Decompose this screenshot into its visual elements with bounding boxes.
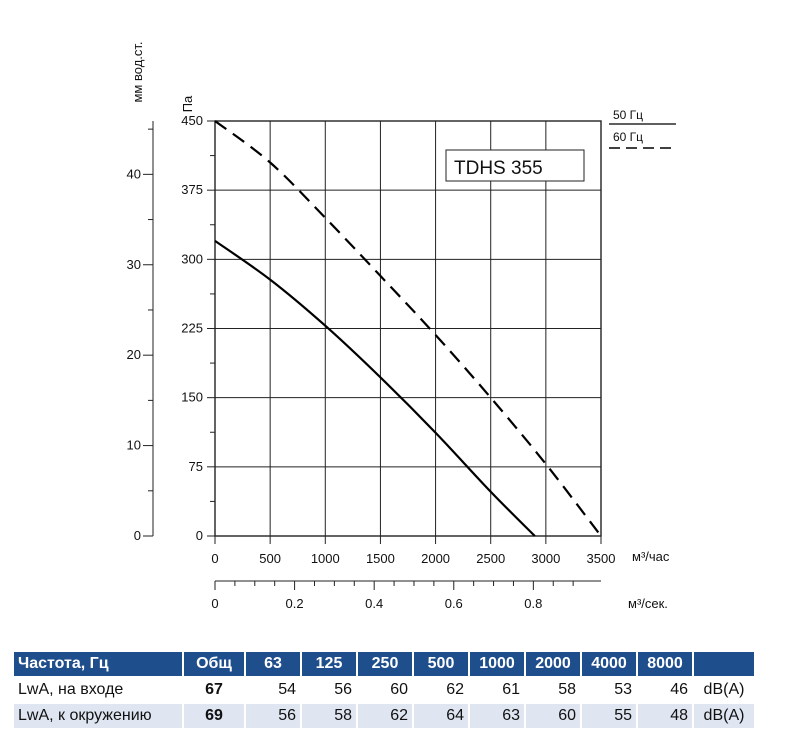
cell-125: 56 <box>334 681 352 698</box>
cell-2000: 58 <box>558 681 576 698</box>
model-label-box <box>445 149 585 182</box>
series-line-60hz <box>214 120 602 537</box>
fan-performance-chart: 0 75 150 225 300 375 450 0 10 20 30 40 0 500 1000 1500 2… <box>127 41 676 611</box>
x-tick-label: 1500 <box>366 551 395 566</box>
y2-tick-label: 40 <box>127 166 141 181</box>
noise-table: Частота, Гц Общ 63 125 250 500 1000 2000… <box>12 650 756 730</box>
table-row: LwA, к окружению 69 56 58 62 64 63 60 55… <box>14 704 754 728</box>
row-unit: dB(A) <box>694 704 754 728</box>
x-tick-label: 1000 <box>311 551 340 566</box>
y2-tick-label: 30 <box>127 257 141 272</box>
cell-250: 62 <box>358 704 412 728</box>
row-unit: dB(A) <box>703 681 745 698</box>
header-unit <box>694 652 754 676</box>
y2-axis-title: мм вод.ст. <box>130 41 145 102</box>
header-2000: 2000 <box>526 652 580 676</box>
model-label: TDHS 355 <box>454 158 543 179</box>
x-tick-label: 3000 <box>531 551 560 566</box>
y-axis-title: Па <box>180 95 195 112</box>
cell-125: 58 <box>302 704 356 728</box>
cell-500: 64 <box>414 704 468 728</box>
cell-4000: 55 <box>582 704 636 728</box>
cell-8000: 48 <box>638 704 692 728</box>
x-tick-label: 0 <box>211 551 218 566</box>
cell-63: 56 <box>246 704 300 728</box>
grid <box>214 120 602 537</box>
x2-tick-label: 0 <box>211 596 218 611</box>
cell-63: 54 <box>278 681 296 698</box>
header-63: 63 <box>246 652 300 676</box>
header-4000: 4000 <box>582 652 636 676</box>
header-total: Общ <box>184 652 244 676</box>
row-label: LwA, к окружению <box>14 704 182 728</box>
legend-label-60hz: 60 Гц <box>613 130 643 144</box>
y-tick-label: 150 <box>181 390 203 405</box>
x2-axis-title: м³/сек. <box>628 596 668 611</box>
y-tick-label: 225 <box>181 321 203 336</box>
table-row: LwA, на входе 67 54 56 60 62 61 58 53 46… <box>14 678 754 702</box>
x-tick-label: 3500 <box>587 551 616 566</box>
cell-1000: 63 <box>470 704 524 728</box>
y2-tick-label: 10 <box>127 438 141 453</box>
y2-tick-label: 20 <box>127 347 141 362</box>
x-tick-label: 2000 <box>421 551 450 566</box>
x2-tick-label: 0.6 <box>445 596 463 611</box>
header-1000: 1000 <box>470 652 524 676</box>
axes: 0 75 150 225 300 375 450 0 10 20 30 40 0 500 1000 1500 2… <box>127 113 616 611</box>
legend-label-50hz: 50 Гц <box>613 108 643 122</box>
y-tick-label: 300 <box>181 251 203 266</box>
x2-tick-label: 0.8 <box>524 596 542 611</box>
cell-250: 60 <box>390 681 408 698</box>
row-total: 69 <box>184 704 244 728</box>
x2-tick-label: 0.4 <box>365 596 383 611</box>
cell-8000: 46 <box>670 681 688 698</box>
y-tick-label: 0 <box>196 528 203 543</box>
noise-table-header: Частота, Гц Общ 63 125 250 500 1000 2000… <box>14 652 754 676</box>
header-frequency: Частота, Гц <box>14 652 182 676</box>
y-tick-label: 75 <box>189 459 203 474</box>
cell-2000: 60 <box>526 704 580 728</box>
y-tick-label: 450 <box>181 113 203 128</box>
cell-500: 62 <box>446 681 464 698</box>
row-label: LwA, на входе <box>18 681 124 698</box>
series-line-50hz <box>214 239 536 537</box>
cell-4000: 53 <box>614 681 632 698</box>
header-250: 250 <box>358 652 412 676</box>
cell-1000: 61 <box>502 681 520 698</box>
y2-tick-label: 0 <box>134 528 141 543</box>
x2-tick-label: 0.2 <box>286 596 304 611</box>
series-layer <box>214 120 602 537</box>
header-125: 125 <box>302 652 356 676</box>
row-total: 67 <box>205 681 223 698</box>
legend: 50 Гц 60 Гц <box>609 108 676 149</box>
y-tick-label: 375 <box>181 182 203 197</box>
x-tick-label: 2500 <box>476 551 505 566</box>
x-tick-label: 500 <box>259 551 281 566</box>
x-axis-title: м³/час <box>632 549 670 564</box>
header-8000: 8000 <box>638 652 692 676</box>
header-500: 500 <box>414 652 468 676</box>
